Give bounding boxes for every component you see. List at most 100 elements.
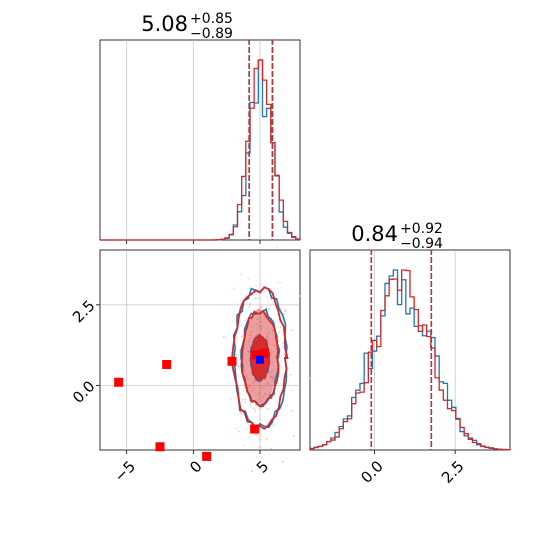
panel-title-minus: −0.89 [190, 26, 233, 42]
sample-point [248, 340, 251, 343]
sample-point [266, 382, 269, 385]
sample-point [278, 331, 280, 334]
sample-point [246, 346, 249, 349]
sample-point [266, 335, 269, 338]
truth-marker [256, 355, 264, 364]
histogram-series-1 [309, 269, 511, 451]
sample-point [238, 349, 241, 352]
sample-point [267, 307, 270, 310]
sample-point [271, 388, 273, 391]
sample-point [249, 403, 251, 406]
sample-point [254, 409, 257, 411]
sample-marker [114, 377, 124, 387]
sample-point [283, 352, 286, 355]
sample-point [264, 316, 267, 319]
sample-point [247, 387, 250, 390]
sample-point [270, 375, 273, 378]
sample-point [272, 377, 275, 379]
sample-point [258, 446, 261, 449]
x-tick-label: 0.0 [357, 457, 387, 487]
sample-point [265, 407, 267, 410]
sample-point [291, 389, 294, 391]
sample-point [267, 301, 270, 304]
sample-point [280, 400, 283, 402]
sample-point [246, 428, 248, 430]
sample-point [267, 408, 270, 411]
sample-point [253, 380, 256, 382]
sample-point [250, 405, 253, 407]
contour-line-red [240, 309, 280, 408]
sample-point [243, 369, 246, 372]
sample-point [263, 386, 266, 389]
sample-point [269, 372, 272, 375]
sample-point [279, 326, 282, 329]
sample-point [248, 384, 251, 387]
sample-point [269, 391, 272, 393]
sample-point [260, 385, 262, 388]
sample-point [251, 470, 253, 473]
sample-point [272, 424, 275, 426]
sample-point [249, 385, 252, 388]
sample-point [267, 339, 270, 341]
sample-point [256, 392, 259, 395]
sample-point [253, 298, 256, 301]
contour-line-red [249, 334, 271, 382]
sample-point [258, 297, 260, 300]
sample-point [299, 295, 302, 297]
sample-point [247, 354, 250, 356]
sample-marker [202, 451, 212, 461]
sample-point [241, 335, 243, 338]
sample-point [244, 398, 247, 401]
sample-point [265, 437, 268, 440]
sample-point [249, 338, 251, 340]
sample-point [279, 308, 282, 310]
sample-point [263, 394, 266, 397]
sample-point [265, 296, 268, 299]
sample-point [289, 373, 292, 376]
sample-point [247, 377, 249, 380]
sample-point [248, 305, 251, 308]
sample-point [282, 312, 285, 315]
param1-histogram-panel: 5.08 +0.85−0.89 [99, 11, 301, 244]
sample-point [258, 392, 261, 395]
sample-point [258, 407, 261, 410]
sample-point [273, 344, 276, 347]
sample-marker [155, 442, 165, 452]
sample-point [252, 381, 255, 384]
sample-point [238, 365, 240, 367]
x-tick-label: 5 [253, 457, 272, 476]
contour-line-red [231, 286, 289, 431]
sample-point [267, 337, 270, 340]
sample-point [266, 327, 269, 330]
sample-point [254, 410, 257, 413]
sample-point [271, 361, 274, 364]
sample-point [244, 401, 246, 404]
sample-point [290, 329, 293, 332]
histogram-series-1 [100, 59, 301, 241]
sample-point [258, 325, 261, 327]
sample-marker [162, 360, 172, 370]
sample-point [236, 303, 239, 305]
sample-point [255, 285, 258, 287]
sample-point [251, 326, 254, 329]
sample-point [246, 374, 249, 377]
panel-title-minus: −0.94 [400, 236, 443, 252]
sample-point [235, 427, 238, 430]
sample-point [251, 390, 253, 392]
panel-title-median: 0.84 [351, 222, 398, 246]
sample-point [245, 361, 248, 364]
sample-point [248, 277, 251, 280]
sample-point [247, 341, 250, 344]
sample-point [309, 377, 311, 380]
x-tick-label: −5 [111, 457, 139, 485]
sample-point [256, 318, 259, 321]
panel-frame [99, 39, 301, 241]
sample-point [233, 287, 236, 290]
sample-point [244, 343, 247, 346]
sample-marker [251, 350, 261, 360]
sample-marker [259, 348, 269, 358]
sample-point [270, 447, 273, 450]
sample-point [250, 330, 253, 333]
sample-point [266, 333, 269, 336]
sample-point [248, 435, 251, 438]
